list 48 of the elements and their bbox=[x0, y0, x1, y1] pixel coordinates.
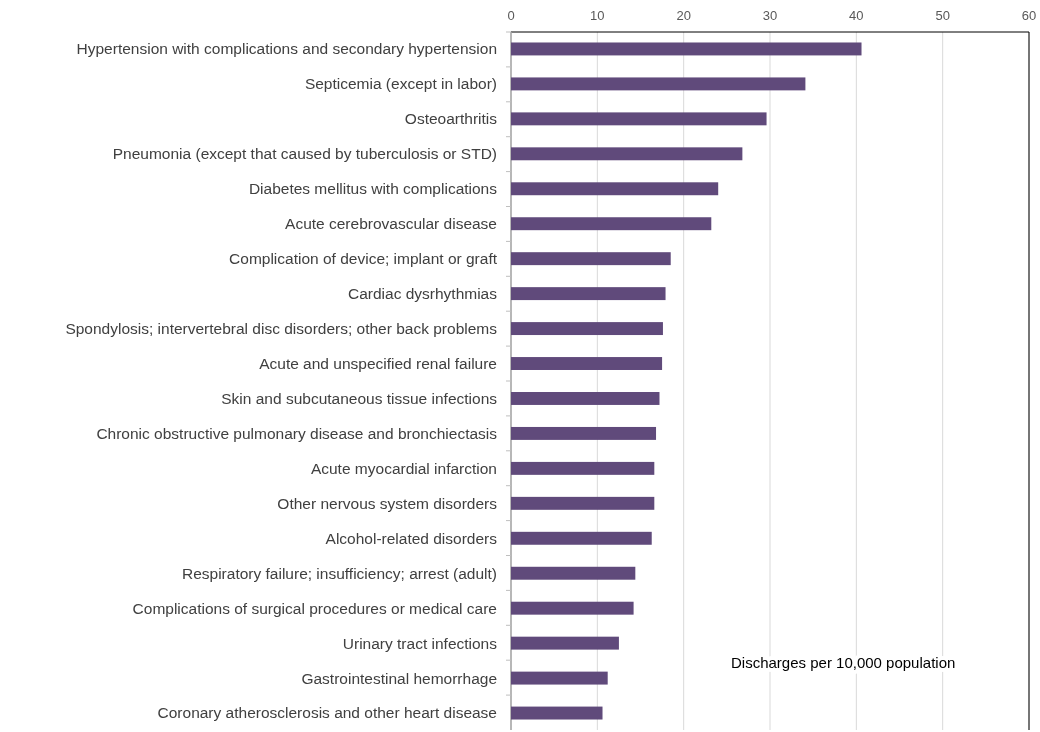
y-tick-label: Skin and subcutaneous tissue infections bbox=[221, 389, 498, 407]
y-tick-label: Cardiac dysrhythmias bbox=[347, 285, 498, 303]
y-tick-label: Septicemia (except in labor) bbox=[304, 75, 497, 93]
bar bbox=[511, 601, 634, 615]
bar bbox=[511, 671, 608, 685]
bar bbox=[511, 42, 862, 56]
bar bbox=[511, 392, 660, 405]
bar bbox=[511, 322, 663, 336]
y-tick-label: Gastrointestinal hemorrhage bbox=[301, 669, 497, 687]
y-tick-label: Complication of device; implant or graft bbox=[229, 250, 498, 268]
x-tick-label: 10 bbox=[590, 8, 605, 23]
y-tick-label: Respiratory failure; insufficiency; arrest (adult) bbox=[181, 564, 497, 582]
x-tick-label: 40 bbox=[849, 8, 864, 23]
bar bbox=[511, 77, 806, 91]
bar bbox=[511, 147, 743, 161]
bar bbox=[511, 636, 619, 650]
bar bbox=[511, 426, 657, 440]
y-tick-label: Acute myocardial infarction bbox=[310, 459, 497, 477]
bar bbox=[511, 357, 663, 370]
y-tick-label: Pneumonia (except that caused by tuberculosis or STD) bbox=[112, 145, 497, 163]
y-tick-label: Coronary atherosclerosis and other heart disease bbox=[157, 704, 497, 722]
y-tick-label: Diabetes mellitus with complications bbox=[248, 180, 498, 198]
bar bbox=[511, 496, 655, 510]
x-tick-label: 50 bbox=[935, 8, 950, 23]
x-tick-label: 0 bbox=[507, 8, 515, 23]
bar bbox=[511, 566, 636, 580]
bar bbox=[511, 182, 719, 196]
y-tick-label: Acute and unspecified renal failure bbox=[259, 354, 497, 372]
x-tick-label: 30 bbox=[762, 8, 778, 23]
bar bbox=[511, 252, 671, 266]
y-tick-label: Acute cerebrovascular disease bbox=[285, 215, 497, 233]
y-tick-label: Hypertension with complications and secondary hypertension bbox=[76, 40, 497, 58]
y-tick-label: Complications of surgical procedures or medical care bbox=[132, 599, 497, 617]
x-tick-label: 60 bbox=[1021, 8, 1037, 23]
y-tick-label: Spondylosis; intervertebral disc disorders; other back problems bbox=[65, 320, 498, 337]
bar bbox=[511, 461, 655, 475]
y-tick-label: Urinary tract infections bbox=[342, 634, 498, 652]
bar bbox=[511, 112, 767, 126]
y-tick-label: Osteoarthritis bbox=[404, 110, 498, 128]
y-tick-label: Alcohol-related disorders bbox=[325, 529, 498, 547]
bar bbox=[511, 287, 666, 301]
bar bbox=[511, 706, 603, 720]
x-tick-label: 20 bbox=[676, 8, 691, 23]
bar bbox=[511, 217, 712, 231]
y-tick-label: Chronic obstructive pulmonary disease and bronchiectasis bbox=[96, 424, 498, 442]
x-axis-title: Discharges per 10,000 population bbox=[731, 654, 956, 671]
y-tick-label: Other nervous system disorders bbox=[277, 494, 498, 512]
bar bbox=[511, 531, 652, 545]
